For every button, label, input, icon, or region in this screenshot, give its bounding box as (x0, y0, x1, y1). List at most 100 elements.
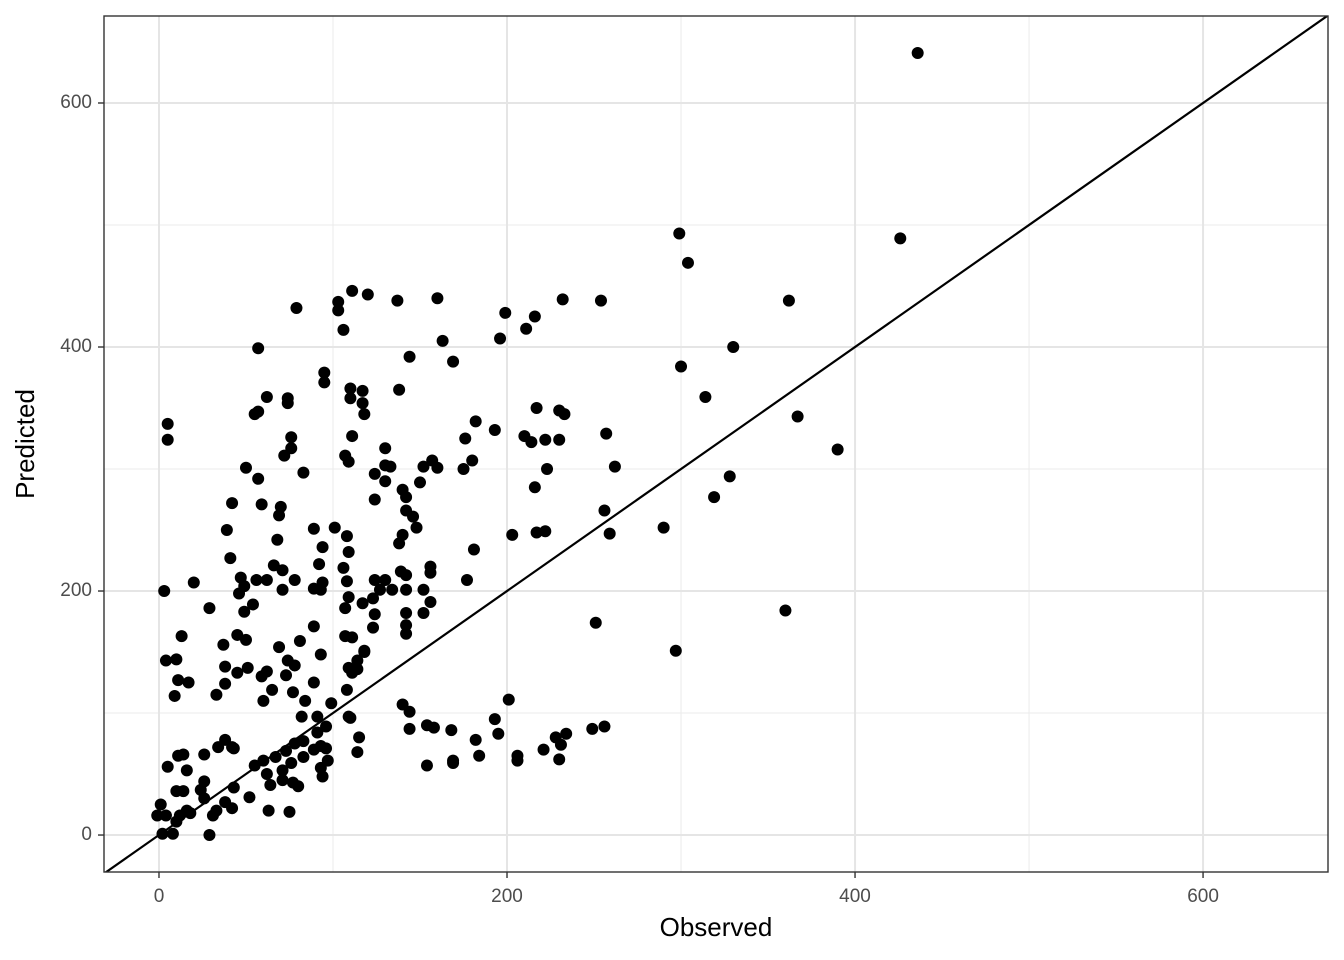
point (344, 392, 357, 405)
point (520, 322, 533, 335)
point (231, 628, 244, 641)
point (316, 770, 329, 783)
point (368, 493, 381, 506)
point (417, 460, 430, 473)
x-axis-title: Observed (660, 912, 773, 942)
point (170, 653, 183, 666)
point (351, 746, 364, 759)
point (556, 293, 569, 306)
point (318, 366, 331, 379)
point (339, 602, 352, 615)
point (657, 521, 670, 534)
point (598, 504, 611, 517)
point (594, 294, 607, 307)
point (603, 527, 616, 540)
point (281, 654, 294, 667)
point (151, 809, 164, 822)
point (159, 654, 172, 667)
point (252, 342, 265, 355)
point (314, 648, 327, 661)
point (342, 455, 355, 468)
point (466, 454, 479, 467)
point (499, 306, 512, 319)
point (417, 606, 430, 619)
point (400, 569, 413, 582)
point (447, 355, 460, 368)
point (340, 530, 353, 543)
point (727, 341, 740, 354)
point (206, 809, 219, 822)
point (367, 592, 380, 605)
point (246, 598, 259, 611)
point (173, 809, 186, 822)
y-axis-title: Predicted (10, 389, 40, 499)
point (379, 574, 392, 587)
point (469, 733, 482, 746)
point (708, 491, 721, 504)
point (400, 491, 413, 504)
point (264, 779, 277, 792)
point (407, 510, 420, 523)
point (168, 689, 181, 702)
axes: 0 200 400 600 0 200 400 600 (60, 92, 1219, 907)
point (511, 754, 524, 767)
point (219, 796, 232, 809)
point (779, 604, 792, 617)
point (417, 583, 430, 596)
point (553, 433, 566, 446)
point (286, 686, 299, 699)
point (368, 467, 381, 480)
point (502, 693, 515, 706)
point (280, 744, 293, 757)
point (182, 676, 195, 689)
point (281, 392, 294, 405)
point (681, 256, 694, 269)
point (273, 641, 286, 654)
point (782, 294, 795, 307)
point (420, 759, 433, 772)
x-tick-label: 400 (839, 886, 871, 907)
point (340, 575, 353, 588)
point (379, 442, 392, 455)
point (586, 722, 599, 735)
point (386, 583, 399, 596)
point (600, 427, 613, 440)
point (267, 559, 280, 572)
point (307, 522, 320, 535)
point (894, 232, 907, 245)
point (400, 619, 413, 632)
point (346, 430, 359, 443)
point (280, 669, 293, 682)
point (353, 731, 366, 744)
point (342, 545, 355, 558)
point (313, 558, 326, 571)
point (506, 528, 519, 541)
point (219, 677, 232, 690)
point (239, 461, 252, 474)
identity-line (104, 16, 1328, 872)
point (488, 713, 501, 726)
point (159, 809, 172, 822)
point (224, 552, 237, 565)
point (252, 472, 265, 485)
point (332, 304, 345, 317)
point (541, 463, 554, 476)
point (154, 798, 167, 811)
point (297, 750, 310, 763)
point (260, 391, 273, 404)
point (358, 646, 371, 659)
point (460, 574, 473, 587)
point (295, 710, 308, 723)
point (266, 683, 279, 696)
point (311, 726, 324, 739)
point (424, 566, 437, 579)
point (351, 663, 364, 676)
point (273, 509, 286, 522)
point (492, 727, 505, 740)
point (361, 288, 374, 301)
point (320, 720, 333, 733)
point (220, 524, 233, 537)
point (675, 360, 688, 373)
point (257, 694, 270, 707)
